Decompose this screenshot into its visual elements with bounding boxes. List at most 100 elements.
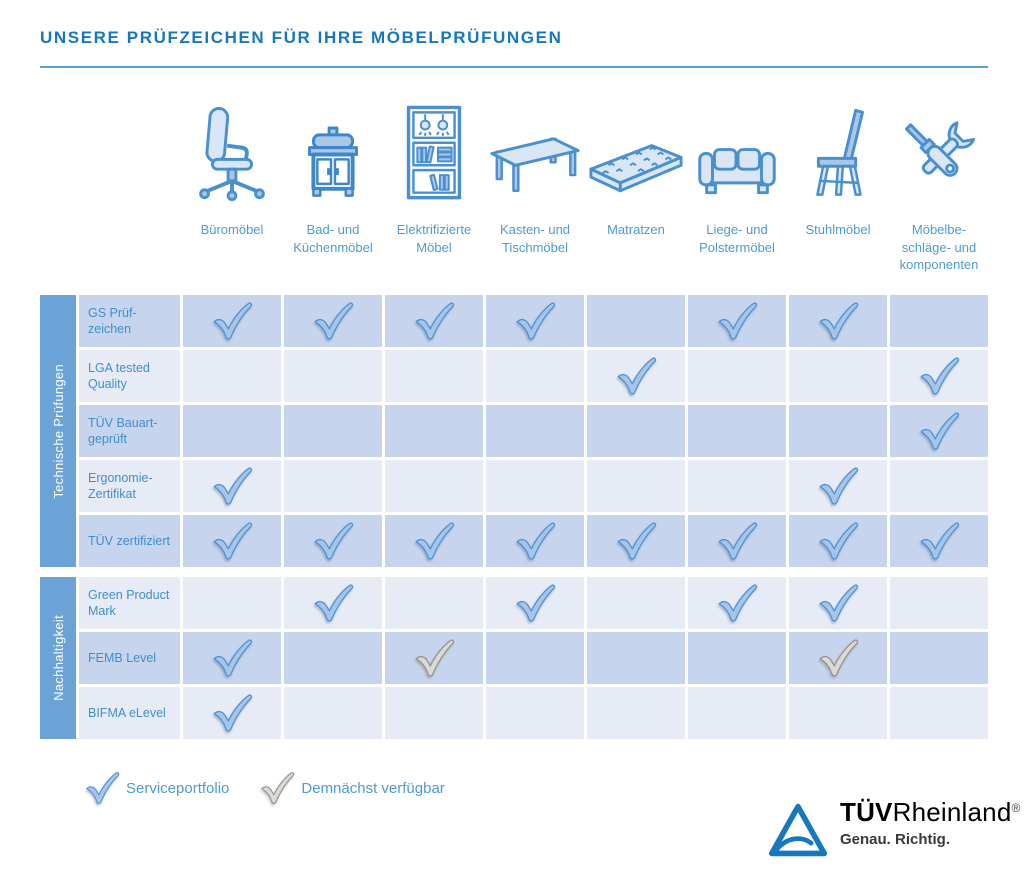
matrix-cell	[486, 405, 584, 457]
check-blue-icon	[213, 639, 253, 677]
tuv-rheinland-logo: TÜVRheinland® Genau. Richtig.	[768, 797, 1021, 859]
matrix-cell	[486, 632, 584, 684]
check-blue-icon	[314, 302, 354, 340]
category-label-2: Bad- und Küchenmöbel	[293, 222, 373, 255]
matrix-cell	[890, 295, 988, 347]
matrix-cell	[890, 515, 988, 567]
matrix-cell	[486, 687, 584, 739]
title-underline	[40, 66, 988, 68]
matrix-cell	[183, 350, 281, 402]
check-blue-icon	[415, 302, 455, 340]
matrix-cell	[385, 295, 483, 347]
matrix-cell	[183, 295, 281, 347]
matrix-cell	[183, 460, 281, 512]
matrix-cell	[789, 577, 887, 629]
legend: Serviceportfolio Demnächst verfügbar	[84, 770, 475, 806]
matrix-cell	[284, 687, 382, 739]
row-label: LGA tested Quality	[79, 350, 180, 402]
category-icon-slot-7	[789, 92, 887, 206]
matrix-cell	[486, 515, 584, 567]
row-label: TÜV Bauart-geprüft	[79, 405, 180, 457]
matrix-cell	[385, 405, 483, 457]
matrix-cell	[587, 515, 685, 567]
logo-slogan: Genau. Richtig.	[840, 831, 951, 848]
row-label: Ergonomie-Zertifikat	[79, 460, 180, 512]
check-blue-icon	[516, 584, 556, 622]
check-blue-icon	[213, 302, 253, 340]
office-chair-icon	[199, 107, 265, 202]
matrix-cell	[789, 460, 887, 512]
category-label-6: Liege- und Polstermöbel	[699, 222, 775, 255]
logo-text: TÜVRheinland® Genau. Richtig.	[840, 797, 1021, 848]
category-icons-row	[183, 92, 991, 206]
matrix-cell	[890, 405, 988, 457]
matrix-cell	[385, 687, 483, 739]
check-blue-icon	[718, 522, 758, 560]
matrix-cell	[284, 632, 382, 684]
group-label: Nachhaltigkeit	[50, 615, 66, 701]
electrified-shelf-icon	[406, 105, 462, 200]
check-blue-icon	[920, 357, 960, 395]
matrix-cell	[385, 350, 483, 402]
category-icon-slot-1	[183, 92, 281, 206]
bath-kitchen-cabinet-icon	[308, 126, 358, 197]
check-blue-icon	[819, 302, 859, 340]
category-label-3: Elektrifizierte Möbel	[396, 222, 472, 255]
sofa-icon	[698, 148, 776, 195]
mattress-icon	[589, 144, 683, 193]
check-blue-icon	[718, 302, 758, 340]
check-blue-icon	[516, 302, 556, 340]
matrix-cell	[688, 350, 786, 402]
matrix-cell	[183, 687, 281, 739]
matrix-cell	[587, 405, 685, 457]
chair-icon	[816, 108, 864, 196]
row-label: FEMB Level	[79, 632, 180, 684]
matrix-cell	[688, 577, 786, 629]
matrix-cell	[587, 460, 685, 512]
category-label-5: Matratzen	[607, 222, 665, 237]
check-blue-icon	[920, 522, 960, 560]
category-icon-slot-2	[284, 92, 382, 206]
check-blue-icon	[314, 522, 354, 560]
matrix-cell	[385, 515, 483, 567]
group-bar-nachhaltigkeit: Nachhaltigkeit	[40, 577, 76, 739]
category-label-7: Stuhlmöbel	[805, 222, 871, 237]
check-blue-icon	[213, 522, 253, 560]
check-gray-icon	[415, 639, 455, 677]
check-blue-icon	[86, 772, 120, 804]
group-bar-technische-pruefungen: Technische Prüfungen	[40, 295, 76, 567]
check-blue-icon	[617, 522, 657, 560]
check-gray-icon	[819, 639, 859, 677]
category-icon-slot-3	[385, 92, 483, 206]
row-label: Green Product Mark	[79, 577, 180, 629]
matrix-cell	[486, 577, 584, 629]
page-title: UNSERE PRÜFZEICHEN FÜR IHRE MÖBELPRÜFUNG…	[40, 28, 563, 47]
matrix-cell	[486, 295, 584, 347]
matrix-cell	[688, 405, 786, 457]
matrix-cell	[789, 350, 887, 402]
matrix-cell	[587, 577, 685, 629]
matrix-cell	[284, 577, 382, 629]
check-blue-icon	[819, 467, 859, 505]
row-label: GS Prüf-zeichen	[79, 295, 180, 347]
legend-item-1: Serviceportfolio	[84, 770, 229, 806]
check-blue-icon	[819, 522, 859, 560]
matrix-cell	[486, 460, 584, 512]
matrix-cell	[385, 632, 483, 684]
matrix-cell	[284, 515, 382, 567]
matrix-cell	[688, 295, 786, 347]
check-blue-icon	[819, 584, 859, 622]
check-blue-icon	[920, 412, 960, 450]
matrix-cell	[789, 687, 887, 739]
group-label: Technische Prüfungen	[50, 363, 66, 499]
matrix-cell	[789, 632, 887, 684]
legend-label: Serviceportfolio	[126, 779, 230, 797]
matrix-cell	[284, 350, 382, 402]
matrix-cell	[688, 687, 786, 739]
matrix-cell	[890, 460, 988, 512]
row-label: TÜV zertifiziert	[79, 515, 180, 567]
matrix-cell	[486, 350, 584, 402]
certification-matrix: Technische Prüfungen GS Prüf-zeichen LGA t…	[40, 295, 988, 739]
matrix-cell	[789, 405, 887, 457]
